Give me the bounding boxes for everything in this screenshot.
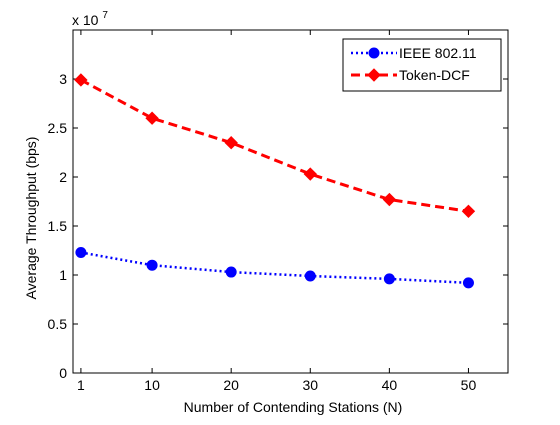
legend-label-1: IEEE 802.11 xyxy=(399,45,477,61)
series-point-2 xyxy=(145,111,159,125)
y-tick-label: 1 xyxy=(59,267,67,283)
y-tick-label: 2.5 xyxy=(48,120,68,136)
series-point-2 xyxy=(461,204,476,219)
series-point-1 xyxy=(383,273,395,285)
x-tick-label: 10 xyxy=(144,377,160,393)
series-point-2 xyxy=(303,167,317,181)
x-tick-label: 20 xyxy=(223,377,239,393)
series-point-1 xyxy=(225,266,237,278)
y-tick-label: 0 xyxy=(59,365,67,381)
x-axis-label: Number of Contending Stations (N) xyxy=(184,399,403,415)
legend-marker-1 xyxy=(368,47,380,59)
y-tick-label: 1.5 xyxy=(48,218,68,234)
legend-marker-2 xyxy=(367,68,381,82)
series-point-2 xyxy=(224,135,238,150)
series-line-1 xyxy=(80,251,469,285)
series-point-2 xyxy=(382,192,397,207)
y-multiplier-base: x 10 xyxy=(72,12,99,28)
series-point-1 xyxy=(462,277,474,289)
y-tick-label: 2 xyxy=(59,169,67,185)
legend-label-2: Token-DCF xyxy=(399,67,470,83)
series-point-1 xyxy=(146,259,158,271)
y-multiplier-exponent: 7 xyxy=(102,10,108,21)
legend: IEEE 802.11 Token-DCF xyxy=(342,38,502,92)
x-tick-label: 30 xyxy=(302,377,318,393)
y-axis-label: Average Throughput (bps) xyxy=(23,137,39,300)
series-point-1 xyxy=(75,246,87,258)
y-multiplier: x 10 7 xyxy=(72,10,108,28)
series-point-1 xyxy=(304,270,316,282)
x-tick-label: 40 xyxy=(382,377,398,393)
y-tick-label: 0.5 xyxy=(48,316,68,332)
x-tick-label: 50 xyxy=(461,377,477,393)
legend-box xyxy=(342,38,502,92)
y-tick-label: 3 xyxy=(59,71,67,87)
x-tick-label: 1 xyxy=(77,377,85,393)
series-point-2 xyxy=(74,73,88,87)
